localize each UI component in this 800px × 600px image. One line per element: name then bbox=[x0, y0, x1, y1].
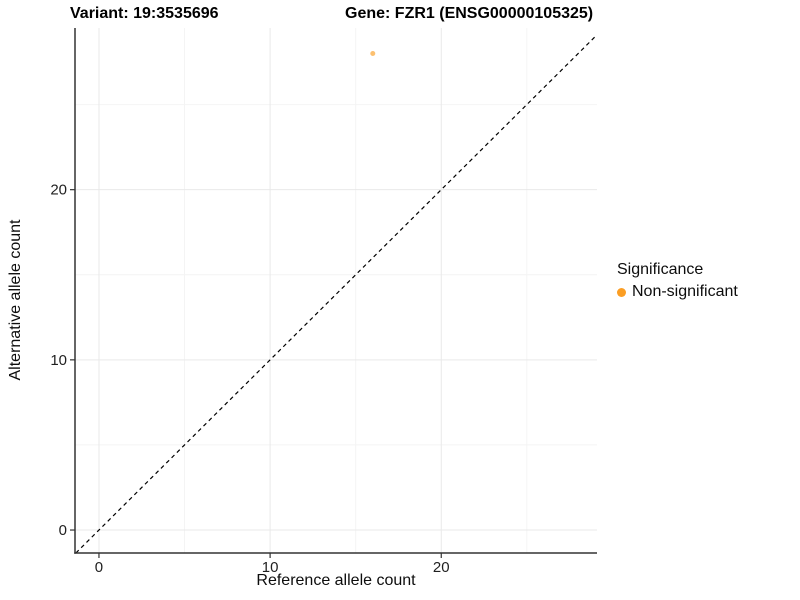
y-tick-label: 0 bbox=[59, 522, 67, 539]
plot-title-variant: Variant: 19:3535696 bbox=[70, 5, 219, 22]
legend-item: Non-significant bbox=[617, 283, 738, 301]
legend-title: Significance bbox=[617, 261, 704, 278]
x-axis-label: Reference allele count bbox=[256, 572, 416, 589]
x-tick-label: 0 bbox=[95, 559, 103, 576]
x-tick-label: 20 bbox=[433, 559, 450, 576]
plot-title-gene: Gene: FZR1 (ENSG00000105325) bbox=[345, 5, 594, 22]
legend: Significance Non-significant bbox=[617, 261, 738, 301]
data-point bbox=[370, 51, 376, 57]
legend-point-marker-icon bbox=[617, 287, 626, 297]
legend-item-label: Non-significant bbox=[632, 283, 738, 300]
y-tick-label: 10 bbox=[50, 352, 67, 369]
x-tick-label: 10 bbox=[262, 559, 279, 576]
identity-dashed-line bbox=[75, 34, 598, 554]
y-tick-label: 20 bbox=[50, 182, 67, 199]
